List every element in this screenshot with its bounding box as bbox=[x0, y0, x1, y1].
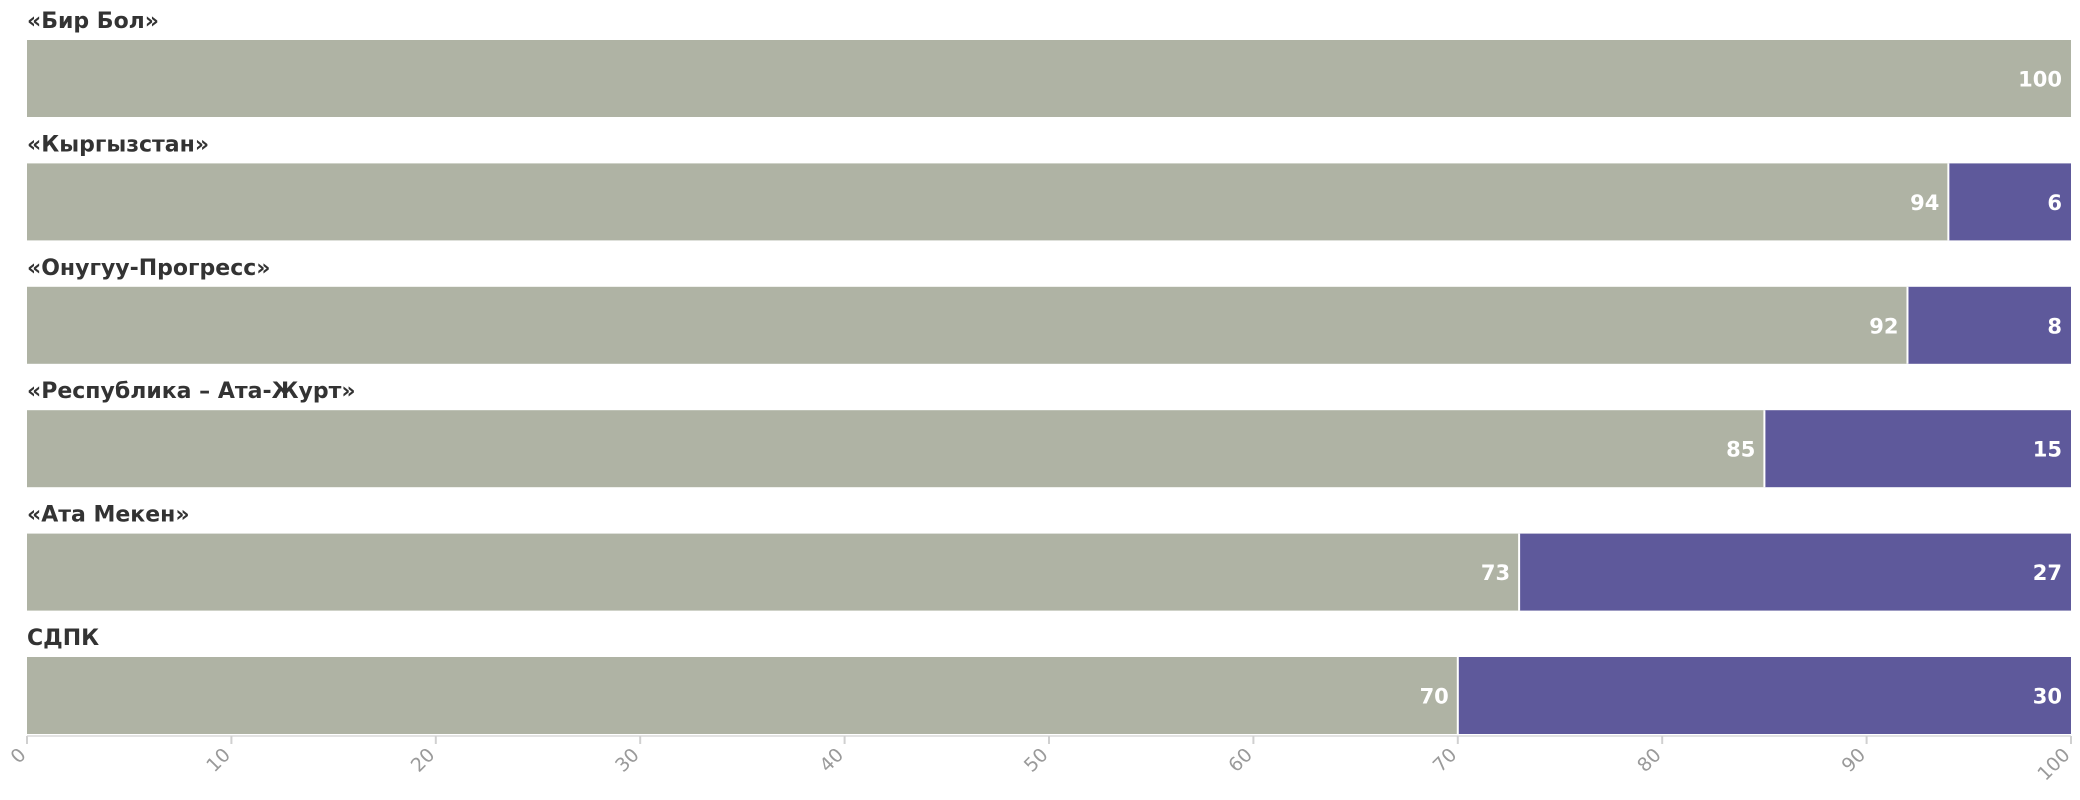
category-label: «Онугуу-Прогресс» bbox=[27, 256, 271, 281]
data-label: 15 bbox=[2033, 438, 2062, 462]
data-label: 30 bbox=[2033, 685, 2062, 709]
data-label: 92 bbox=[1869, 314, 1898, 338]
bar-row: «Онугуу-Прогресс» 92 8 bbox=[27, 256, 2071, 364]
x-tick-label: 40 bbox=[815, 744, 848, 777]
data-label: 85 bbox=[1726, 438, 1755, 462]
x-tick-label: 60 bbox=[1224, 744, 1257, 777]
data-label: 100 bbox=[2018, 68, 2062, 92]
category-label: «Республика – Ата-Журт» bbox=[27, 379, 356, 404]
bar-row: «Кыргызстан» 94 6 bbox=[27, 132, 2071, 241]
x-tick-label: 50 bbox=[1020, 744, 1053, 777]
category-label: «Кыргызстан» bbox=[27, 132, 209, 157]
x-tick-label: 10 bbox=[202, 744, 235, 777]
x-tick-label: 100 bbox=[2033, 744, 2074, 785]
bar-segment-series-0 bbox=[27, 40, 2071, 117]
x-tick-label: 20 bbox=[407, 744, 440, 777]
category-label: «Ата Мекен» bbox=[27, 503, 190, 528]
bar-segment-series-0 bbox=[27, 657, 1458, 734]
x-tick-label: 70 bbox=[1429, 744, 1462, 777]
bar-segment-series-1 bbox=[1948, 163, 2071, 241]
bar-segment-series-0 bbox=[27, 286, 1908, 364]
bar-row: «Ата Мекен» 73 27 bbox=[27, 503, 2071, 611]
bar-segment-series-0 bbox=[27, 410, 1765, 488]
data-label: 6 bbox=[2047, 191, 2062, 215]
category-label: СДПК bbox=[27, 626, 99, 651]
data-label: 94 bbox=[1910, 191, 1939, 215]
bar-segment-series-1 bbox=[1519, 533, 2071, 611]
bar-segment-series-1 bbox=[1457, 657, 2071, 734]
category-label: «Бир Бол» bbox=[27, 9, 159, 34]
bar-segment-series-0 bbox=[27, 163, 1949, 241]
x-tick-label: 90 bbox=[1837, 744, 1870, 777]
bar-row: «Республика – Ата-Журт» 85 15 bbox=[27, 379, 2071, 488]
bar-row: СДПК 70 30 bbox=[27, 626, 2071, 734]
bar-segment-series-1 bbox=[1764, 410, 2071, 488]
data-label: 8 bbox=[2047, 314, 2062, 338]
data-label: 73 bbox=[1481, 561, 1510, 585]
bar-segment-series-1 bbox=[1907, 286, 2071, 364]
bar-row: «Бир Бол» 100 bbox=[27, 9, 2071, 117]
bar-segment-series-0 bbox=[27, 533, 1520, 611]
x-tick-label: 80 bbox=[1633, 744, 1666, 777]
data-label: 70 bbox=[1420, 685, 1449, 709]
x-tick-label: 0 bbox=[6, 744, 30, 768]
data-label: 27 bbox=[2033, 561, 2062, 585]
x-tick-label: 30 bbox=[611, 744, 644, 777]
